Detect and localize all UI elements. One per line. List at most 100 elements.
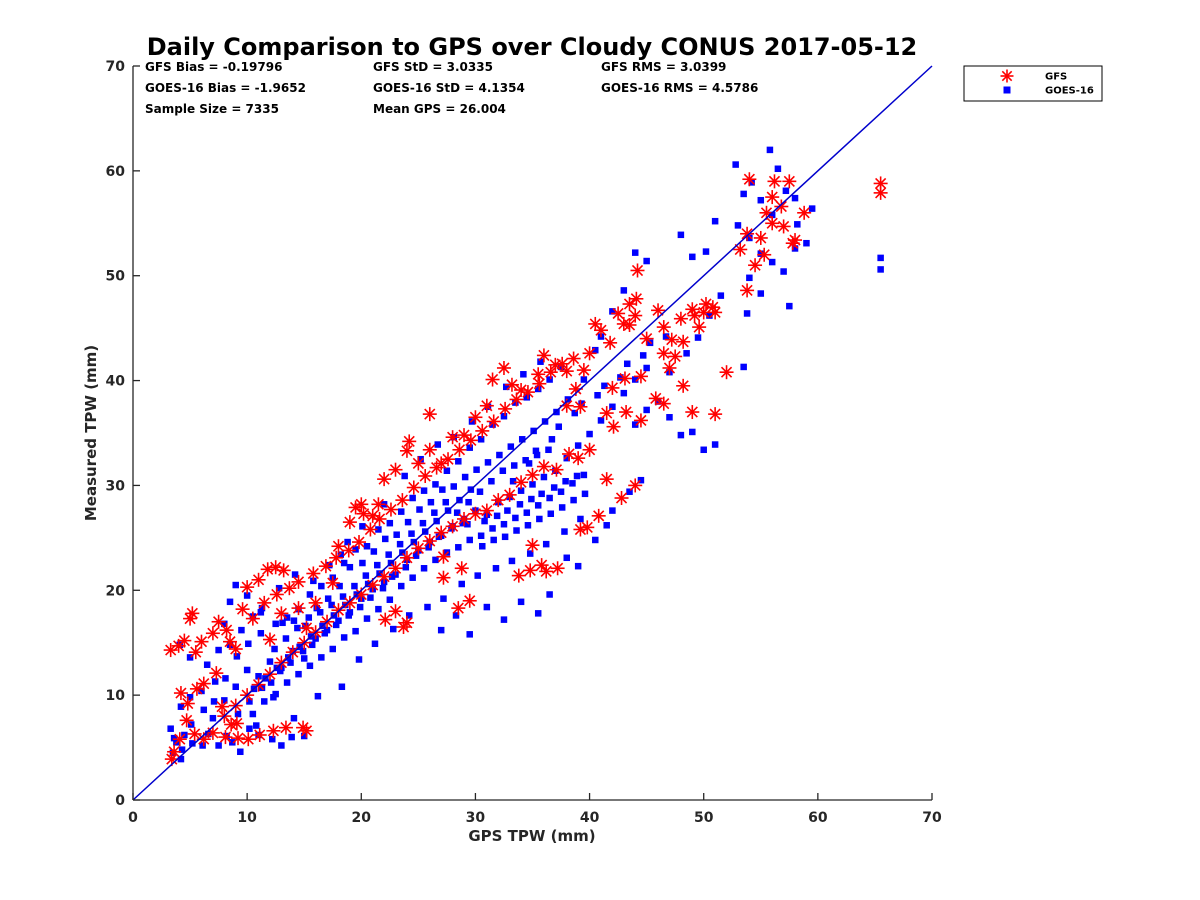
point-goes-16	[243, 592, 251, 599]
point-gfs	[740, 226, 755, 241]
point-goes-16	[382, 535, 389, 543]
point-gfs	[354, 497, 369, 512]
point-goes-16	[510, 462, 518, 469]
point-gfs	[257, 595, 272, 610]
point-gfs	[673, 311, 688, 326]
point-gfs	[325, 575, 340, 590]
point-gfs	[605, 380, 620, 395]
point-gfs	[676, 334, 691, 349]
point-gfs	[617, 371, 632, 386]
point-goes-16	[512, 514, 519, 522]
point-goes-16	[547, 510, 555, 517]
point-goes-16	[580, 471, 588, 479]
point-goes-16	[517, 598, 525, 606]
point-goes-16	[609, 507, 616, 514]
point-goes-16	[299, 647, 307, 655]
point-goes-16	[534, 385, 542, 393]
point-goes-16	[540, 473, 548, 481]
point-gfs	[229, 716, 244, 731]
point-goes-16	[234, 710, 242, 718]
point-goes-16	[500, 616, 508, 623]
point-goes-16	[563, 554, 570, 562]
point-goes-16	[209, 714, 217, 722]
point-goes-16	[189, 740, 196, 747]
point-goes-16	[683, 350, 690, 357]
y-tick-label: 10	[106, 688, 126, 704]
point-goes-16	[215, 742, 222, 749]
point-goes-16	[336, 582, 343, 590]
point-goes-16	[639, 352, 647, 359]
point-gfs	[662, 360, 677, 375]
point-gfs	[260, 562, 275, 577]
point-goes-16	[221, 697, 228, 704]
point-goes-16	[562, 477, 569, 485]
point-goes-16	[294, 624, 301, 632]
point-goes-16	[170, 734, 178, 742]
point-gfs	[173, 686, 188, 701]
point-gfs	[648, 391, 663, 406]
point-gfs	[606, 419, 621, 434]
point-goes-16	[538, 490, 545, 498]
point-goes-16	[548, 436, 556, 443]
point-gfs	[223, 634, 238, 649]
point-goes-16	[363, 615, 371, 622]
point-gfs	[582, 442, 597, 457]
point-goes-16	[367, 594, 374, 601]
point-gfs	[371, 497, 386, 512]
point-goes-16	[523, 394, 531, 401]
point-goes-16	[517, 487, 525, 494]
point-goes-16	[222, 675, 229, 682]
point-gfs	[463, 433, 478, 448]
point-goes-16	[502, 383, 510, 391]
stat-text: Sample Size = 7335	[145, 102, 279, 116]
point-gfs	[167, 744, 182, 759]
point-goes-16	[466, 536, 473, 544]
point-gfs	[509, 392, 524, 407]
point-goes-16	[288, 733, 295, 741]
point-gfs	[276, 563, 291, 578]
point-gfs	[342, 595, 357, 610]
point-goes-16	[563, 454, 570, 462]
y-tick-label: 20	[106, 583, 126, 599]
point-goes-16	[329, 645, 336, 653]
point-goes-16	[461, 473, 469, 481]
y-tick-label: 50	[106, 269, 126, 285]
point-goes-16	[746, 234, 753, 242]
point-goes-16	[335, 617, 342, 624]
x-tick-label: 60	[808, 810, 828, 826]
point-gfs	[172, 732, 187, 747]
point-gfs	[388, 604, 403, 619]
point-gfs	[765, 216, 780, 231]
point-gfs	[422, 534, 437, 549]
point-goes-16	[492, 565, 500, 572]
point-gfs	[543, 365, 558, 380]
point-goes-16	[643, 364, 650, 372]
point-gfs	[573, 399, 588, 414]
point-goes-16	[631, 376, 639, 383]
point-goes-16	[477, 436, 485, 443]
point-gfs	[504, 377, 519, 392]
point-goes-16	[643, 406, 650, 414]
y-tick-label: 0	[115, 793, 125, 809]
y-axis-label: Measured TPW (mm)	[82, 345, 100, 521]
point-goes-16	[339, 593, 347, 600]
point-goes-16	[677, 231, 685, 239]
point-gfs	[639, 331, 654, 346]
point-gfs	[291, 601, 306, 616]
point-gfs	[539, 564, 554, 579]
point-gfs	[630, 263, 645, 278]
point-goes-16	[186, 654, 194, 661]
point-goes-16	[455, 458, 462, 465]
point-goes-16	[237, 748, 244, 756]
x-tick-label: 0	[128, 810, 138, 826]
point-gfs	[219, 623, 234, 638]
point-goes-16	[356, 603, 364, 611]
point-goes-16	[232, 683, 239, 691]
point-gfs	[363, 522, 378, 537]
point-goes-16	[545, 446, 552, 454]
point-gfs	[562, 446, 577, 461]
point-gfs	[525, 538, 540, 553]
point-gfs	[687, 308, 702, 323]
point-goes-16	[577, 515, 584, 523]
